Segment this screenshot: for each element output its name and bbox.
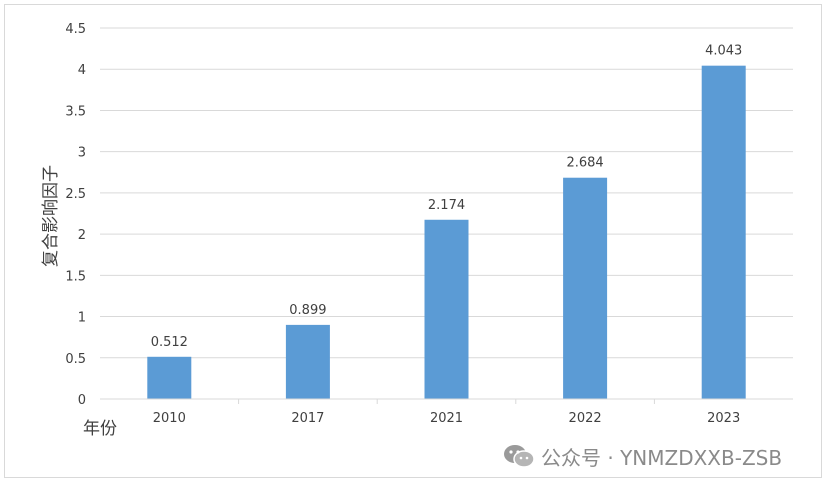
data-labels: 0.512 0.899 2.174 2.684 4.043: [151, 44, 743, 350]
y-tick-label: 4: [78, 63, 86, 78]
x-tick-label: 2017: [291, 411, 324, 426]
data-label: 0.512: [151, 335, 188, 350]
wechat-icon: [504, 445, 535, 468]
y-tick-labels: 0 0.5 1 1.5 2 2.5 3 3.5 4 4.5: [65, 22, 86, 408]
y-tick-label: 4.5: [65, 22, 86, 37]
x-tick-label: 2021: [430, 411, 463, 426]
bar: [147, 356, 192, 399]
y-tick-label: 1: [78, 311, 86, 326]
y-tick-label: 2.5: [65, 187, 86, 202]
y-tick-label: 3: [78, 146, 86, 161]
x-axis-label: 年份: [83, 419, 117, 439]
x-tick-label: 2022: [569, 411, 602, 426]
y-tick-label: 0: [78, 393, 86, 408]
y-tick-label: 2: [78, 228, 86, 243]
x-tick-label: 2010: [153, 411, 186, 426]
data-label: 0.899: [289, 303, 326, 318]
x-tick-label: 2023: [707, 411, 740, 426]
y-tick-label: 0.5: [65, 352, 86, 367]
x-tick-labels: 2010 2017 2021 2022 2023: [153, 399, 740, 426]
y-tick-label: 1.5: [65, 269, 86, 284]
grid-lines: [100, 27, 793, 359]
bar: [285, 324, 330, 399]
bar: [424, 219, 469, 399]
data-label: 2.174: [428, 198, 465, 213]
data-label: 2.684: [566, 156, 603, 171]
y-tick-label: 3.5: [65, 104, 86, 119]
bar: [563, 177, 608, 399]
data-label: 4.043: [705, 44, 742, 59]
watermark-text: 公众号 · YNMZDXXB-ZSB: [541, 445, 783, 470]
bar: [701, 65, 746, 399]
y-axis-label: 复合影响因子: [41, 165, 61, 267]
watermark: 公众号 · YNMZDXXB-ZSB: [503, 442, 782, 470]
bars: [147, 65, 746, 399]
